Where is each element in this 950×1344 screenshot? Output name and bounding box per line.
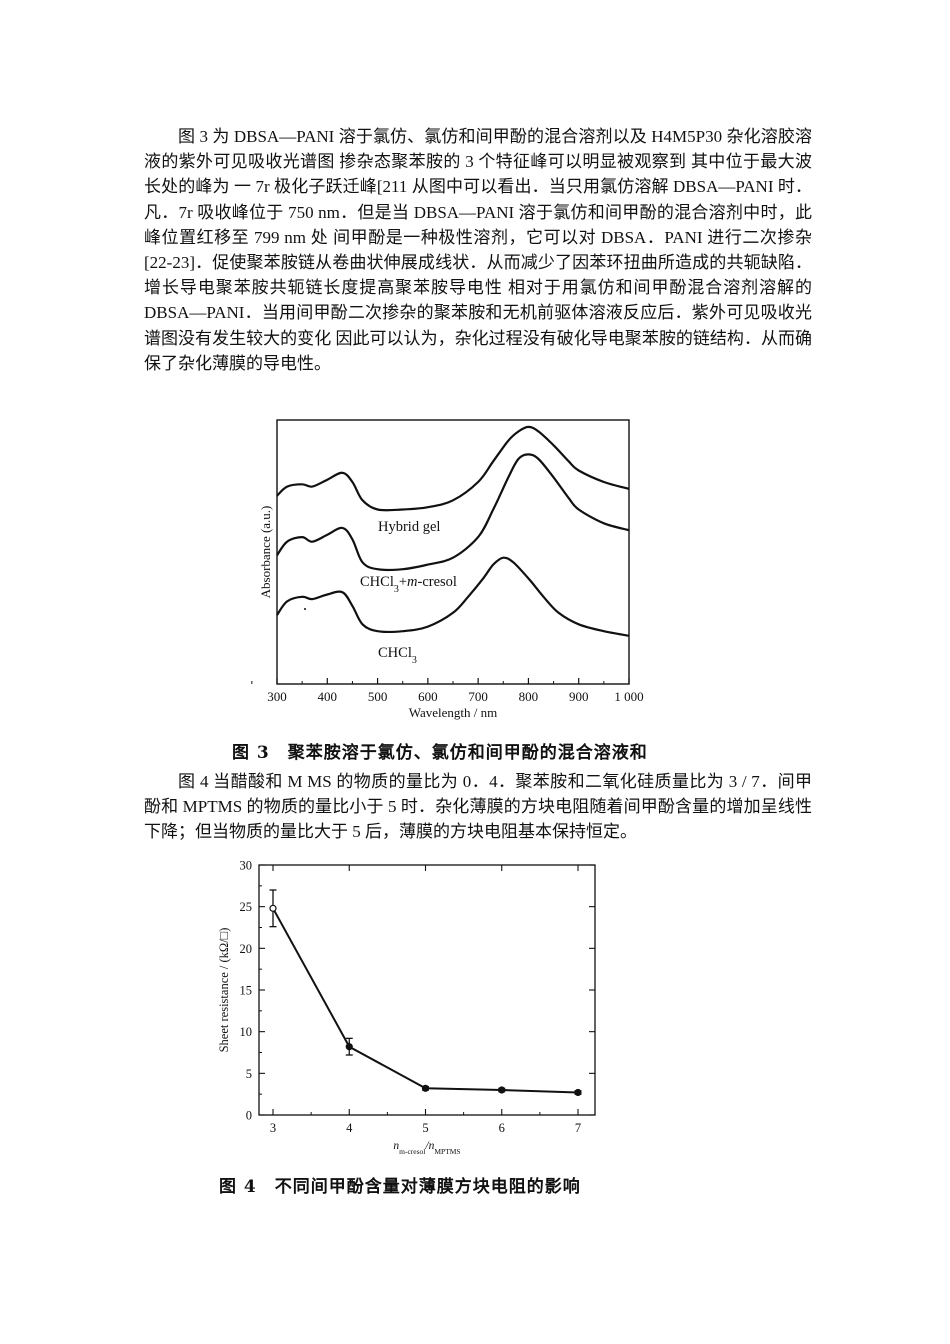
fig4-x-tick-label: 3 <box>270 1121 276 1135</box>
fig3-plot-frame <box>276 419 630 685</box>
fig4-plot-frame <box>258 864 596 1116</box>
fig3-series-label: CHCl3+m-cresol <box>360 574 457 595</box>
fig4-data-point <box>421 1084 430 1092</box>
fig3-x-tick-label: 600 <box>418 689 438 704</box>
fig3-series-label: CHCl3 <box>378 645 417 666</box>
paragraph-2-text: 图 4 当醋酸和 M MS 的物质的量比为 0．4．聚苯胺和二氧化硅质量比为 3… <box>144 772 812 842</box>
figure-3-uv-vis-chart: 300 400 500 600 700 800 900 1 000 Hybrid gel CHC… <box>251 419 644 720</box>
fig4-y-tick-label: 25 <box>240 900 253 914</box>
fig4-y-axis-label: Sheet resistance / (kΩ/□) <box>217 928 231 1053</box>
fig3-x-tick-label: 900 <box>569 689 589 704</box>
figure-4-sheet-resistance-chart: 0 5 10 15 20 25 30 3 4 5 6 7 Sheet resistance / (kΩ… <box>217 859 596 1156</box>
figure-4-caption: 图 4 不同间甲酚含量对薄膜方块电阻的影响 <box>219 1177 581 1197</box>
fig3-x-tick-label: 400 <box>318 689 338 704</box>
fig4-y-tick-label: 5 <box>246 1067 252 1081</box>
fig4-x-axis-label: nm-cresol/nMPTMS <box>393 1140 460 1156</box>
fig3-x-tick-label: 700 <box>468 689 488 704</box>
fig3-x-axis-label: Wavelength / nm <box>409 705 498 720</box>
fig3-x-tick-label: 500 <box>368 689 388 704</box>
fig4-series-line <box>272 907 579 1094</box>
fig3-x-tick-label: 300 <box>267 689 287 704</box>
fig3-series-line <box>276 556 630 637</box>
fig4-data-point <box>345 1043 353 1051</box>
paragraph-1-text: 图 3 为 DBSA—PANI 溶于氯仿、氯仿和间甲酚的混合溶剂以及 H4M5P… <box>144 127 812 373</box>
fig3-x-tick-label: 1 000 <box>614 689 643 704</box>
fig4-y-tick-label: 20 <box>240 942 253 956</box>
paragraph-fig3-discussion: 图 3 为 DBSA—PANI 溶于氯仿、氯仿和间甲酚的混合溶剂以及 H4M5P… <box>144 124 812 376</box>
fig4-x-tick-label: 4 <box>346 1121 353 1135</box>
fig4-data-point <box>574 1088 582 1097</box>
fig4-y-tick-label: 30 <box>240 859 253 873</box>
paragraph-fig4-discussion: 图 4 当醋酸和 M MS 的物质的量比为 0．4．聚苯胺和二氧化硅质量比为 3… <box>144 769 812 845</box>
figure-3-caption: 图 3 聚苯胺溶于氯仿、氯仿和间甲酚的混合溶液和 <box>232 743 648 763</box>
fig4-x-tick-label: 6 <box>499 1121 505 1135</box>
fig3-series-label: Hybrid gel <box>378 519 440 535</box>
fig3-series-line <box>276 453 630 572</box>
fig3-y-axis-label: Absorbance (a.u.) <box>258 506 273 599</box>
fig3-stray-dot <box>304 608 306 610</box>
fig4-data-point <box>269 904 277 912</box>
fig4-y-tick-label: 15 <box>240 984 253 998</box>
fig4-data-point <box>498 1086 506 1094</box>
fig3-series-line <box>276 425 630 512</box>
fig4-x-tick-label: 5 <box>422 1121 428 1135</box>
fig4-y-tick-label: 0 <box>246 1109 252 1123</box>
fig3-x-tick-label: 800 <box>519 689 539 704</box>
fig4-x-tick-label: 7 <box>575 1121 581 1135</box>
fig4-y-tick-label: 10 <box>240 1025 253 1039</box>
